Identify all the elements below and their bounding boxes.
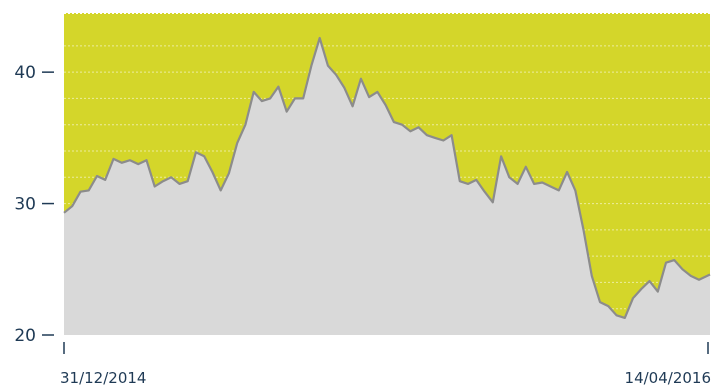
x-start-date-label: 31/12/2014: [60, 369, 146, 387]
y-tick-label: 40: [14, 63, 36, 83]
y-axis: 20 30 40: [14, 63, 54, 346]
price-line: [63, 36, 711, 319]
y-tick-label: 30: [14, 195, 36, 215]
y-tick-label: 20: [14, 326, 36, 346]
x-end-date-label: 14/04/2016: [625, 369, 711, 387]
price-area: [64, 38, 710, 335]
x-axis: 31/12/2014 14/04/2016: [60, 342, 711, 387]
